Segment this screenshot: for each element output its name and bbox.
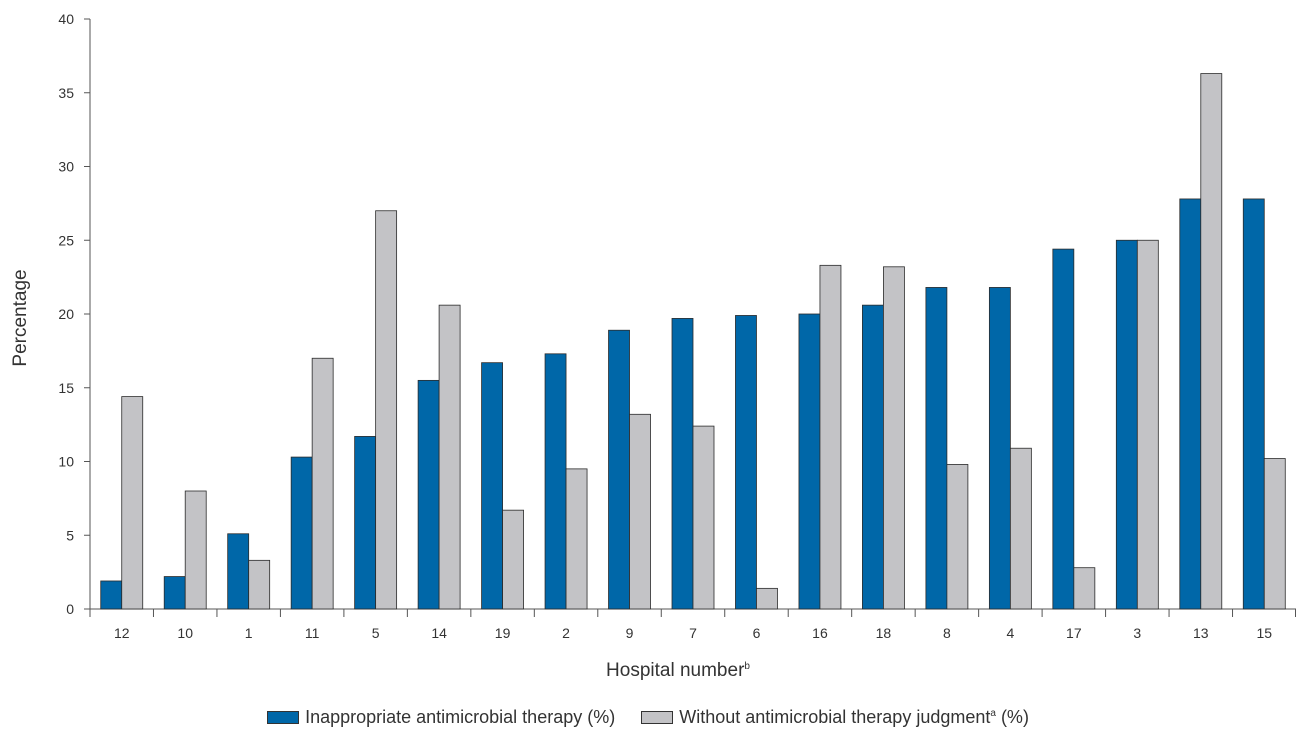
bar-without-judgment xyxy=(248,559,271,610)
bar-inappropriate xyxy=(227,533,250,610)
bar-without-judgment xyxy=(1263,458,1286,610)
bar-without-judgment xyxy=(184,490,207,610)
x-tick-label: 7 xyxy=(689,625,697,641)
bar-inappropriate xyxy=(481,362,503,610)
bar-inappropriate xyxy=(1115,239,1138,610)
bar-without-judgment xyxy=(438,304,461,610)
bar-without-judgment xyxy=(1073,567,1096,610)
y-tick-label: 30 xyxy=(58,159,74,175)
x-tick-label: 11 xyxy=(305,625,320,641)
legend-label-inappropriate: Inappropriate antimicrobial therapy (%) xyxy=(305,706,616,727)
y-tick-label: 20 xyxy=(58,306,74,322)
legend-label-superscript: a xyxy=(990,707,996,719)
bar-inappropriate xyxy=(925,287,948,610)
legend-swatch-blue xyxy=(267,710,300,724)
bar-inappropriate xyxy=(100,580,123,610)
x-tick-label: 2 xyxy=(562,625,570,641)
legend-item-without-judgment: Without antimicrobial therapy judgmenta … xyxy=(641,707,1029,728)
bar-without-judgment xyxy=(819,264,842,610)
legend-label-suffix: (%) xyxy=(995,706,1029,727)
x-tick-label: 14 xyxy=(431,625,447,641)
bar-without-judgment xyxy=(502,509,524,610)
x-tick-label: 15 xyxy=(1256,625,1272,641)
x-tick-label: 9 xyxy=(626,625,634,641)
bar-inappropriate xyxy=(354,436,377,610)
y-tick-label: 35 xyxy=(58,85,74,101)
x-tick-label: 13 xyxy=(1193,625,1209,641)
y-tick-label: 40 xyxy=(58,11,74,27)
bar-without-judgment xyxy=(565,468,588,610)
bar-inappropriate xyxy=(735,315,757,610)
bar-inappropriate xyxy=(544,353,567,610)
x-tick-label: 6 xyxy=(753,625,761,641)
y-tick-label: 25 xyxy=(58,232,74,248)
bar-without-judgment xyxy=(1136,239,1159,610)
bar-without-judgment xyxy=(946,464,969,610)
x-axis-label: Hospital numberb xyxy=(606,660,750,681)
bar-inappropriate xyxy=(1052,248,1075,610)
y-axis: 0 5 10 15 20 25 30 35 40 xyxy=(58,11,91,617)
bar-inappropriate xyxy=(798,313,821,610)
bar-without-judgment xyxy=(1200,73,1223,610)
bar-inappropriate xyxy=(671,318,694,610)
bar-without-judgment xyxy=(1009,447,1032,610)
bar-without-judgment xyxy=(629,413,651,610)
bar-inappropriate xyxy=(608,329,630,610)
bar-inappropriate xyxy=(290,456,313,610)
legend-label-without-judgment: Without antimicrobial therapy judgmenta … xyxy=(679,707,1029,728)
x-tick-label: 8 xyxy=(943,625,951,641)
x-tick-label: 3 xyxy=(1133,625,1141,641)
x-tick-label: 16 xyxy=(812,625,828,641)
bar-without-judgment xyxy=(375,210,398,610)
y-tick-label: 5 xyxy=(66,527,74,543)
bar-inappropriate xyxy=(988,287,1011,610)
x-tick-label: 10 xyxy=(177,625,193,641)
y-tick-label: 10 xyxy=(58,454,74,470)
y-tick-label: 15 xyxy=(58,380,74,396)
bar-without-judgment xyxy=(756,587,778,610)
bar-without-judgment xyxy=(311,357,334,610)
legend: Inappropriate antimicrobial therapy (%) … xyxy=(0,705,1296,729)
x-axis-label-text: Hospital number xyxy=(606,660,745,681)
bar-inappropriate xyxy=(1179,198,1202,610)
bar-inappropriate xyxy=(862,304,884,610)
x-tick-label: 5 xyxy=(372,625,380,641)
bar-inappropriate xyxy=(163,576,186,610)
legend-item-inappropriate: Inappropriate antimicrobial therapy (%) xyxy=(267,707,615,728)
x-axis-label-superscript: b xyxy=(744,661,750,672)
y-axis-label: Percentage xyxy=(10,269,31,366)
bar-without-judgment xyxy=(692,425,715,610)
bars xyxy=(100,73,1286,610)
bar-without-judgment xyxy=(883,266,905,610)
x-tick-label: 12 xyxy=(114,625,130,641)
x-axis: 12 10 1 11 5 14 19 2 9 7 6 16 18 8 4 17 3 13 15 xyxy=(89,608,1296,641)
bar-inappropriate xyxy=(417,379,440,610)
bar-without-judgment xyxy=(121,396,144,610)
legend-swatch-grey xyxy=(641,710,674,724)
bar-inappropriate xyxy=(1242,198,1265,610)
legend-label-text: Without antimicrobial therapy judgment xyxy=(679,706,991,727)
y-tick-label: 0 xyxy=(66,601,74,617)
x-tick-label: 19 xyxy=(495,625,511,641)
x-tick-label: 1 xyxy=(245,625,253,641)
x-tick-label: 4 xyxy=(1006,625,1014,641)
x-tick-label: 17 xyxy=(1066,625,1082,641)
x-tick-label: 18 xyxy=(876,625,892,641)
